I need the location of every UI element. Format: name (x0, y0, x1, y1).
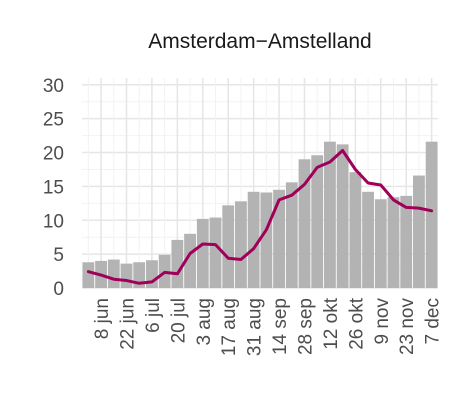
x-tick-label: 14 sep (270, 298, 291, 355)
bar (209, 217, 222, 288)
bar (260, 192, 273, 288)
bar (235, 201, 247, 288)
x-axis: 8 jun 22 jun 6 jul 20 jul 3 aug 17 aug 31 aug 1… (92, 297, 444, 356)
bar (196, 218, 209, 288)
y-tick-label: 15 (43, 177, 64, 198)
y-tick-label: 25 (43, 110, 64, 131)
bar (107, 259, 120, 288)
bar (400, 195, 413, 288)
bar (133, 262, 146, 288)
x-tick-label: 22 jun (118, 298, 139, 350)
x-tick-label: 6 jul (143, 298, 164, 333)
x-tick-label: 31 aug (245, 298, 266, 356)
bar (82, 262, 95, 288)
bar (336, 144, 349, 288)
y-tick-label: 30 (43, 76, 64, 97)
bar (222, 205, 235, 288)
chart-title: Amsterdam−Amstelland (148, 30, 372, 53)
bar (387, 197, 400, 288)
x-tick-label: 20 jul (168, 298, 189, 343)
bar (285, 182, 298, 288)
bar (425, 141, 438, 288)
bar (120, 263, 133, 288)
y-tick-label: 0 (53, 279, 64, 300)
bar (146, 260, 158, 288)
x-tick-label: 12 okt (321, 297, 342, 349)
x-tick-label: 3 aug (194, 298, 215, 346)
x-tick-label: 17 aug (219, 298, 240, 356)
x-tick-label: 8 jun (92, 298, 113, 339)
bar (324, 141, 336, 288)
bar (349, 172, 362, 288)
x-tick-label: 26 okt (346, 297, 367, 349)
bars (82, 141, 438, 288)
y-axis: 0 5 10 15 20 25 30 (43, 76, 64, 300)
x-tick-label: 28 sep (296, 298, 317, 355)
bar (413, 175, 425, 288)
trend-line (86, 149, 434, 285)
y-tick-label: 10 (43, 211, 64, 232)
bar (374, 199, 387, 288)
trend-line-layer (86, 149, 434, 285)
bar (273, 189, 285, 288)
bar (311, 155, 324, 288)
y-tick-label: 5 (53, 245, 64, 266)
x-tick-label: 7 dec (423, 298, 444, 344)
bar (362, 191, 374, 288)
bar (247, 191, 260, 288)
x-tick-label: 9 nov (372, 298, 393, 345)
bar (171, 239, 184, 288)
x-tick-label: 23 nov (397, 298, 418, 356)
y-tick-label: 20 (43, 144, 64, 165)
bar (184, 233, 196, 288)
bar (298, 159, 311, 288)
